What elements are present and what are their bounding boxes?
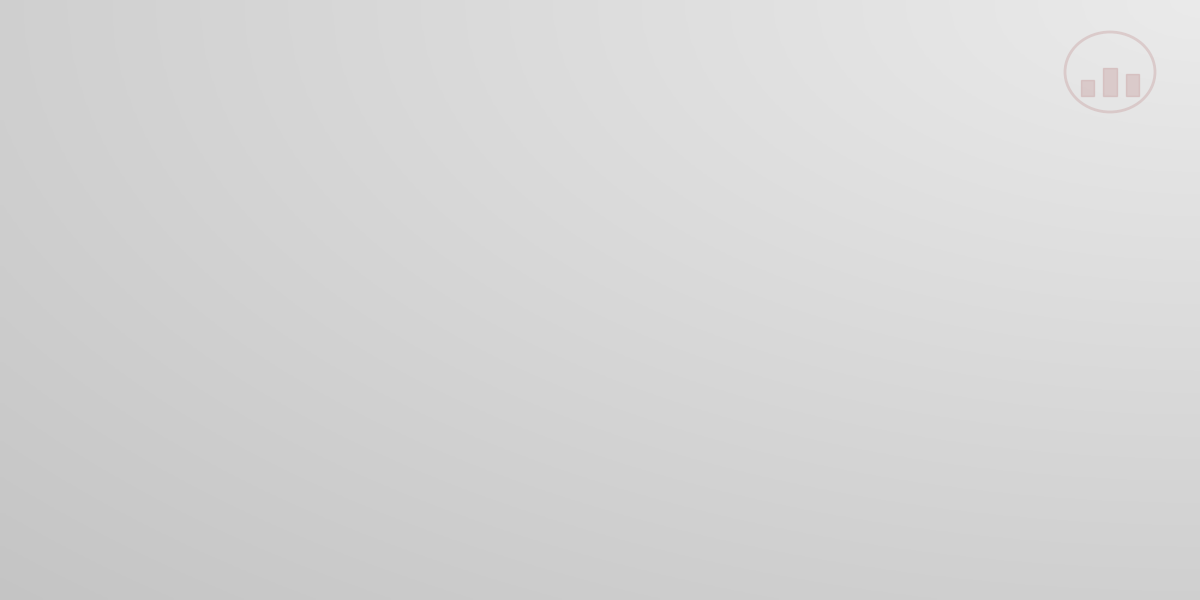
Bar <box>979 485 1056 523</box>
Bar <box>98 307 175 523</box>
Text: 8.0: 8.0 <box>91 283 121 301</box>
Bar <box>1056 472 1133 523</box>
Bar <box>760 475 836 523</box>
Bar <box>1126 74 1139 96</box>
Text: Ammunition Aerial Bomb Market, By Regional, 2023 & 2032: Ammunition Aerial Bomb Market, By Region… <box>47 50 919 79</box>
Bar <box>616 374 692 523</box>
Legend: 2023, 2032: 2023, 2032 <box>800 20 1016 54</box>
Y-axis label: Market Size in USD Billion: Market Size in USD Billion <box>14 190 34 422</box>
Bar <box>1103 68 1117 96</box>
Bar <box>319 374 396 523</box>
Bar <box>539 409 616 523</box>
Bar <box>1081 80 1094 96</box>
Bar <box>836 461 913 523</box>
Bar <box>396 334 473 523</box>
Bar <box>175 247 253 523</box>
